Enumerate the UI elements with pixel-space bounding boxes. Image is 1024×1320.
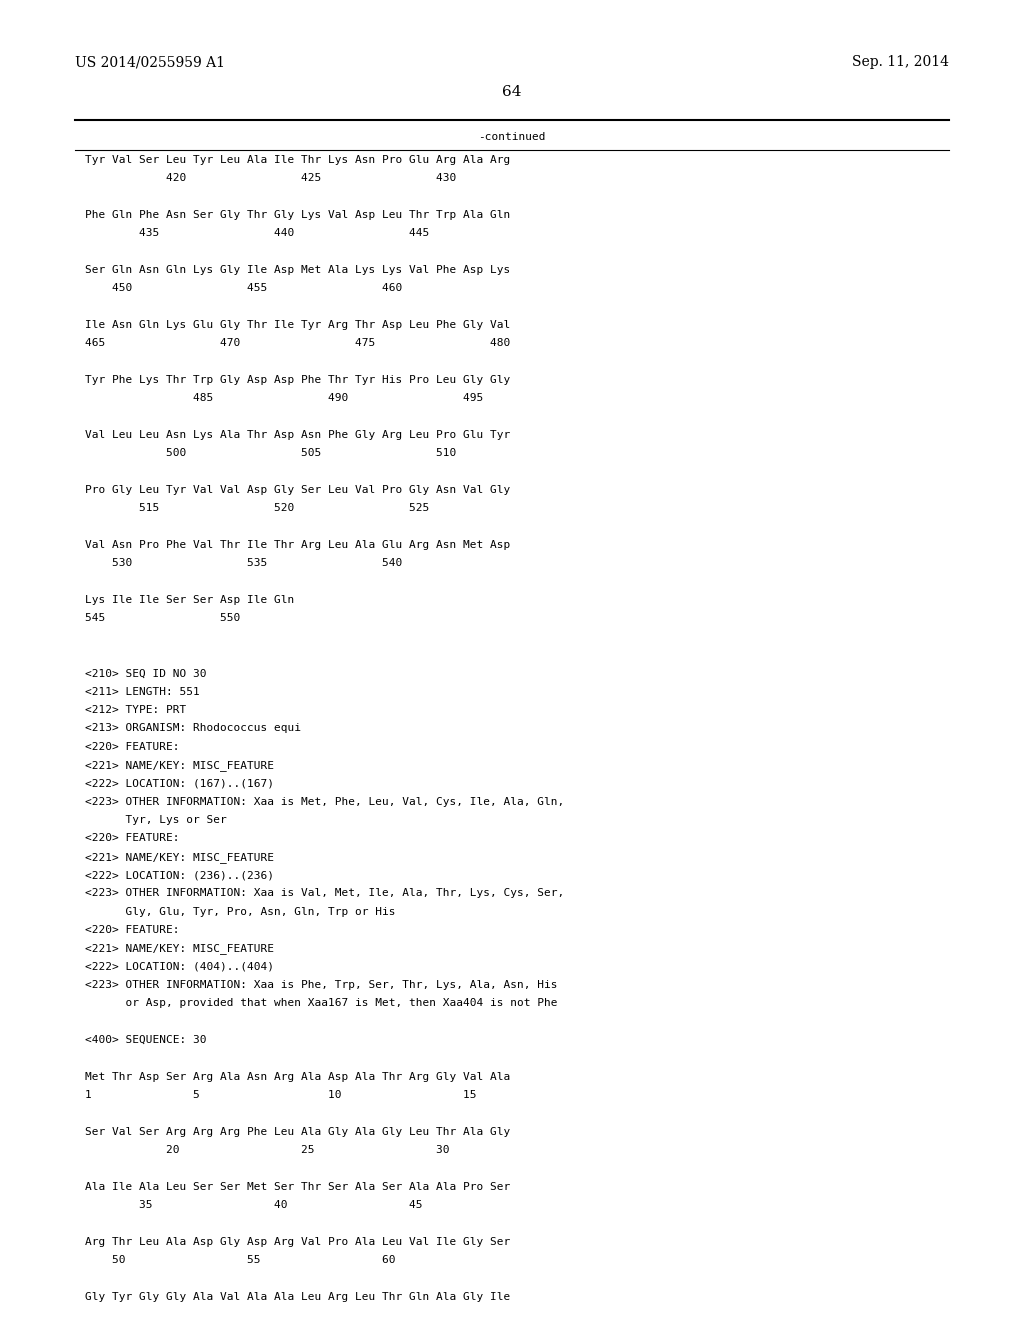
Text: 35                  40                  45: 35 40 45 [85,1200,423,1210]
Text: 420                 425                 430: 420 425 430 [85,173,457,183]
Text: Phe Gln Phe Asn Ser Gly Thr Gly Lys Val Asp Leu Thr Trp Ala Gln: Phe Gln Phe Asn Ser Gly Thr Gly Lys Val … [85,210,510,220]
Text: <222> LOCATION: (236)..(236): <222> LOCATION: (236)..(236) [85,870,274,880]
Text: 545                 550: 545 550 [85,614,241,623]
Text: 515                 520                 525: 515 520 525 [85,503,429,513]
Text: 530                 535                 540: 530 535 540 [85,558,402,569]
Text: Ser Gln Asn Gln Lys Gly Ile Asp Met Ala Lys Lys Val Phe Asp Lys: Ser Gln Asn Gln Lys Gly Ile Asp Met Ala … [85,265,510,275]
Text: <211> LENGTH: 551: <211> LENGTH: 551 [85,686,200,697]
Text: Tyr Phe Lys Thr Trp Gly Asp Asp Phe Thr Tyr His Pro Leu Gly Gly: Tyr Phe Lys Thr Trp Gly Asp Asp Phe Thr … [85,375,510,385]
Text: Val Asn Pro Phe Val Thr Ile Thr Arg Leu Ala Glu Arg Asn Met Asp: Val Asn Pro Phe Val Thr Ile Thr Arg Leu … [85,540,510,550]
Text: Ile Asn Gln Lys Glu Gly Thr Ile Tyr Arg Thr Asp Leu Phe Gly Val: Ile Asn Gln Lys Glu Gly Thr Ile Tyr Arg … [85,319,510,330]
Text: Ala Ile Ala Leu Ser Ser Met Ser Thr Ser Ala Ser Ala Ala Pro Ser: Ala Ile Ala Leu Ser Ser Met Ser Thr Ser … [85,1181,510,1192]
Text: <210> SEQ ID NO 30: <210> SEQ ID NO 30 [85,668,207,678]
Text: Met Thr Asp Ser Arg Ala Asn Arg Ala Asp Ala Thr Arg Gly Val Ala: Met Thr Asp Ser Arg Ala Asn Arg Ala Asp … [85,1072,510,1081]
Text: -continued: -continued [478,132,546,143]
Text: <223> OTHER INFORMATION: Xaa is Val, Met, Ile, Ala, Thr, Lys, Cys, Ser,: <223> OTHER INFORMATION: Xaa is Val, Met… [85,888,564,899]
Text: 465                 470                 475                 480: 465 470 475 480 [85,338,510,348]
Text: US 2014/0255959 A1: US 2014/0255959 A1 [75,55,225,69]
Text: <221> NAME/KEY: MISC_FEATURE: <221> NAME/KEY: MISC_FEATURE [85,944,274,954]
Text: <221> NAME/KEY: MISC_FEATURE: <221> NAME/KEY: MISC_FEATURE [85,851,274,862]
Text: <213> ORGANISM: Rhodococcus equi: <213> ORGANISM: Rhodococcus equi [85,723,301,734]
Text: 435                 440                 445: 435 440 445 [85,228,429,239]
Text: Gly Tyr Gly Gly Ala Val Ala Ala Leu Arg Leu Thr Gln Ala Gly Ile: Gly Tyr Gly Gly Ala Val Ala Ala Leu Arg … [85,1292,510,1302]
Text: 1               5                   10                  15: 1 5 10 15 [85,1090,476,1100]
Text: 20                  25                  30: 20 25 30 [85,1144,450,1155]
Text: 500                 505                 510: 500 505 510 [85,449,457,458]
Text: Tyr, Lys or Ser: Tyr, Lys or Ser [85,814,226,825]
Text: Gly, Glu, Tyr, Pro, Asn, Gln, Trp or His: Gly, Glu, Tyr, Pro, Asn, Gln, Trp or His [85,907,395,916]
Text: <222> LOCATION: (167)..(167): <222> LOCATION: (167)..(167) [85,779,274,788]
Text: 64: 64 [502,84,522,99]
Text: <400> SEQUENCE: 30: <400> SEQUENCE: 30 [85,1035,207,1045]
Text: Pro Gly Leu Tyr Val Val Asp Gly Ser Leu Val Pro Gly Asn Val Gly: Pro Gly Leu Tyr Val Val Asp Gly Ser Leu … [85,484,510,495]
Text: <212> TYPE: PRT: <212> TYPE: PRT [85,705,186,715]
Text: Lys Ile Ile Ser Ser Asp Ile Gln: Lys Ile Ile Ser Ser Asp Ile Gln [85,595,294,605]
Text: <222> LOCATION: (404)..(404): <222> LOCATION: (404)..(404) [85,962,274,972]
Text: 50                  55                  60: 50 55 60 [85,1255,395,1265]
Text: or Asp, provided that when Xaa167 is Met, then Xaa404 is not Phe: or Asp, provided that when Xaa167 is Met… [85,998,557,1008]
Text: Sep. 11, 2014: Sep. 11, 2014 [852,55,949,69]
Text: <221> NAME/KEY: MISC_FEATURE: <221> NAME/KEY: MISC_FEATURE [85,760,274,771]
Text: 450                 455                 460: 450 455 460 [85,284,402,293]
Text: 485                 490                 495: 485 490 495 [85,393,483,404]
Text: Val Leu Leu Asn Lys Ala Thr Asp Asn Phe Gly Arg Leu Pro Glu Tyr: Val Leu Leu Asn Lys Ala Thr Asp Asn Phe … [85,430,510,440]
Text: <220> FEATURE:: <220> FEATURE: [85,742,179,751]
Text: Arg Thr Leu Ala Asp Gly Asp Arg Val Pro Ala Leu Val Ile Gly Ser: Arg Thr Leu Ala Asp Gly Asp Arg Val Pro … [85,1237,510,1246]
Text: Tyr Val Ser Leu Tyr Leu Ala Ile Thr Lys Asn Pro Glu Arg Ala Arg: Tyr Val Ser Leu Tyr Leu Ala Ile Thr Lys … [85,154,510,165]
Text: <220> FEATURE:: <220> FEATURE: [85,925,179,935]
Text: <220> FEATURE:: <220> FEATURE: [85,833,179,843]
Text: <223> OTHER INFORMATION: Xaa is Met, Phe, Leu, Val, Cys, Ile, Ala, Gln,: <223> OTHER INFORMATION: Xaa is Met, Phe… [85,797,564,807]
Text: Ser Val Ser Arg Arg Arg Phe Leu Ala Gly Ala Gly Leu Thr Ala Gly: Ser Val Ser Arg Arg Arg Phe Leu Ala Gly … [85,1127,510,1137]
Text: <223> OTHER INFORMATION: Xaa is Phe, Trp, Ser, Thr, Lys, Ala, Asn, His: <223> OTHER INFORMATION: Xaa is Phe, Trp… [85,979,557,990]
